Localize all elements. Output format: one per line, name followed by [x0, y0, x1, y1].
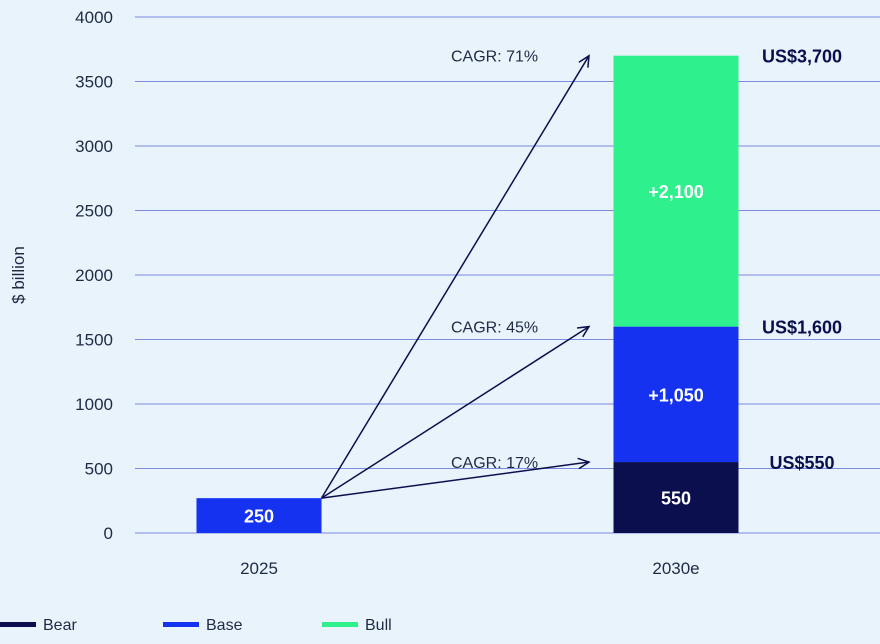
- bars: [196, 55, 739, 533]
- cagr-arrow-line: [321, 325, 590, 499]
- x-category-label: 2025: [240, 559, 278, 578]
- legend: Bear Base Bull: [0, 617, 392, 634]
- cagr-arrow-line: [321, 461, 590, 499]
- total-labels: US$3,700 US$1,600 US$550: [762, 47, 842, 473]
- bar-bull-2030e: [613, 55, 739, 327]
- cagr-label: CAGR: 71%: [451, 49, 538, 66]
- x-category-label: 2030e: [652, 559, 699, 578]
- cagr-arrow-head: [577, 457, 591, 470]
- total-label: US$550: [769, 453, 834, 473]
- legend-label-base: Base: [206, 617, 243, 634]
- cagr-arrows: CAGR: 71% CAGR: 45% CAGR: 17%: [320, 49, 591, 499]
- y-tick-label: 1500: [75, 331, 113, 350]
- bar-value-label: 250: [244, 507, 274, 527]
- y-tick-label: 2500: [75, 202, 113, 221]
- legend-swatch-base: [163, 622, 199, 627]
- bar-base-2030e: [613, 326, 739, 463]
- y-tick-label: 1000: [75, 395, 113, 414]
- bar-value-label: +2,100: [648, 182, 704, 202]
- total-label: US$3,700: [762, 47, 842, 67]
- y-tick-label: 3000: [75, 137, 113, 156]
- y-tick-label: 0: [104, 524, 113, 543]
- y-tick-label: 2000: [75, 266, 113, 285]
- y-axis-ticks: 0 500 1000 1500 2000 2500 3000 3500 4000: [75, 8, 113, 543]
- y-axis-title: $ billion: [9, 246, 28, 304]
- bar-base-2025: [196, 498, 322, 533]
- y-tick-label: 4000: [75, 8, 113, 27]
- cagr-arrow-head: [578, 54, 590, 68]
- gridlines: [135, 16, 880, 534]
- legend-swatch-bull: [322, 622, 358, 627]
- bar-bear-2030e: [613, 462, 739, 533]
- bar-labels: 250 550 +1,050 +2,100: [244, 182, 704, 526]
- legend-label-bull: Bull: [365, 617, 392, 634]
- cagr-label: CAGR: 17%: [451, 455, 538, 472]
- total-label: US$1,600: [762, 318, 842, 338]
- bar-value-label: 550: [661, 489, 691, 509]
- bar-value-label: +1,050: [648, 385, 704, 405]
- legend-label-bear: Bear: [43, 617, 77, 634]
- x-axis-categories: 2025 2030e: [240, 559, 700, 578]
- y-tick-label: 3500: [75, 73, 113, 92]
- legend-swatch-bear: [0, 622, 36, 627]
- cagr-arrow-line: [320, 55, 590, 499]
- cagr-arrow-head: [576, 325, 591, 338]
- y-tick-label: 500: [85, 460, 113, 479]
- cagr-label: CAGR: 45%: [451, 320, 538, 337]
